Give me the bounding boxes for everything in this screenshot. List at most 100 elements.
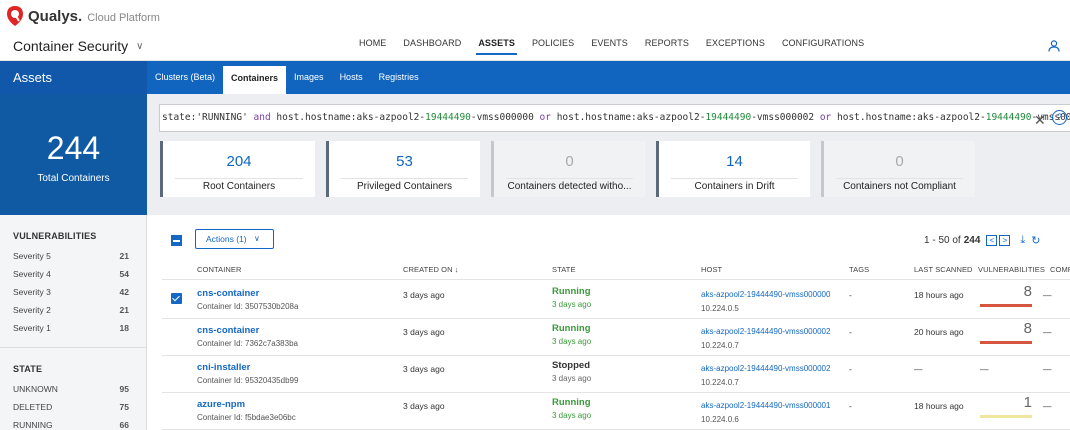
state-badge: Running: [552, 397, 591, 408]
vulnerability-bar: [980, 304, 1032, 307]
severity-filter-item[interactable]: Severity 1 18: [0, 323, 146, 341]
host-ip: 10.224.0.6: [701, 415, 739, 424]
created-on: 3 days ago: [403, 364, 445, 374]
table-row[interactable]: cni-installer Container Id: 95320435db99 3…: [147, 355, 1070, 392]
tab-images[interactable]: Images: [294, 72, 324, 82]
vulnerability-count[interactable]: 8: [980, 283, 1032, 307]
col-header-tags[interactable]: TAGS: [849, 265, 870, 274]
nav-exceptions[interactable]: EXCEPTIONS: [705, 38, 765, 48]
query-token: state:'RUNNING': [162, 112, 254, 123]
col-header-vulnerabilities[interactable]: VULNERABILITIES: [978, 265, 1045, 274]
search-input[interactable]: state:'RUNNING' and host.hostname:aks-az…: [159, 104, 1070, 132]
summary-card[interactable]: 0 Containers not Compliant: [821, 141, 975, 197]
vulnerability-bar: [980, 341, 1032, 344]
tab-hosts[interactable]: Hosts: [339, 72, 363, 82]
state-filter-count: 75: [119, 402, 129, 412]
nav-events[interactable]: EVENTS: [591, 38, 628, 48]
card-count: 204: [226, 153, 252, 170]
col-header-created[interactable]: CREATED ON ↓: [403, 265, 459, 274]
nav-configurations[interactable]: CONFIGURATIONS: [781, 38, 865, 48]
severity-filter-item[interactable]: Severity 4 54: [0, 269, 146, 287]
table-row[interactable]: cns-container Container Id: 7362c7a383ba 3…: [147, 318, 1070, 355]
main-content: state:'RUNNING' and host.hostname:aks-az…: [147, 94, 1070, 430]
summary-card[interactable]: 0 Containers detected witho...: [491, 141, 645, 197]
table-row[interactable]: azure-npm Container Id: f5bdae3e06bc 3 day…: [147, 392, 1070, 429]
row-checkbox[interactable]: [171, 330, 182, 341]
query-token: 19444490: [425, 112, 471, 123]
query-token: or: [819, 112, 832, 123]
col-header-compliance[interactable]: COMPL: [1050, 265, 1070, 274]
col-header-state[interactable]: STATE: [552, 265, 576, 274]
total-count: 244: [46, 130, 101, 166]
help-icon[interactable]: ?: [1052, 110, 1067, 125]
clear-search-icon[interactable]: ✕: [1034, 112, 1046, 128]
nav-dashboard[interactable]: DASHBOARD: [403, 38, 462, 48]
summary-card[interactable]: 14 Containers in Drift: [656, 141, 810, 197]
prev-page-button[interactable]: <: [986, 235, 998, 246]
state-filter-label: DELETED: [13, 402, 53, 412]
chevron-down-icon: ∨: [136, 40, 144, 52]
severity-filter-label: Severity 2: [13, 305, 51, 315]
severity-filter-count: 54: [119, 269, 129, 279]
container-name-link[interactable]: azure-npm: [197, 399, 246, 410]
asset-tabs: Clusters (Beta) Containers Images Hosts Regi…: [147, 61, 427, 94]
nav-home[interactable]: HOME: [359, 38, 387, 48]
col-header-host[interactable]: HOST: [701, 265, 723, 274]
select-all-checkbox[interactable]: [171, 235, 182, 246]
vulnerability-count[interactable]: 8: [980, 320, 1032, 344]
card-label: Privileged Containers: [356, 181, 453, 192]
nav-assets[interactable]: ASSETS: [476, 38, 517, 56]
summary-card[interactable]: 53 Privileged Containers: [326, 141, 480, 197]
actions-label: Actions (1): [206, 234, 247, 244]
download-icon[interactable]: ⤓: [1020, 234, 1026, 246]
severity-filter-label: Severity 1: [13, 323, 51, 333]
host-link[interactable]: aks-azpool2-19444490-vmss000000: [701, 290, 831, 299]
tab-containers[interactable]: Containers: [223, 66, 287, 94]
nav-reports[interactable]: REPORTS: [644, 38, 689, 48]
state-filter-item[interactable]: DELETED 75: [0, 402, 146, 420]
table-row[interactable]: cns-container Container Id: 3507530b208a 3…: [147, 281, 1070, 318]
state-time: 3 days ago: [552, 300, 592, 309]
vulnerability-count[interactable]: 1: [980, 394, 1032, 418]
col-header-container[interactable]: CONTAINER: [197, 265, 242, 274]
summary-card[interactable]: 204 Root Containers: [160, 141, 315, 197]
severity-filter-item[interactable]: Severity 5 21: [0, 251, 146, 269]
compliance-value: —: [1043, 364, 1052, 374]
severity-filter-item[interactable]: Severity 3 42: [0, 287, 146, 305]
container-name-link[interactable]: cni-installer: [197, 362, 251, 373]
row-checkbox[interactable]: [171, 293, 182, 304]
refresh-icon[interactable]: ↻: [1031, 235, 1041, 247]
query-token: 19444490: [985, 112, 1032, 123]
state-filter-list: UNKNOWN 95 DELETED 75 RUNNING 66: [0, 384, 146, 430]
tags-value: -: [849, 401, 852, 411]
row-checkbox[interactable]: [171, 404, 182, 415]
card-count: 53: [396, 153, 413, 170]
container-name-link[interactable]: cns-container: [197, 325, 260, 336]
tags-value: -: [849, 327, 852, 337]
severity-filter-count: 21: [119, 251, 129, 261]
user-icon[interactable]: [1048, 40, 1060, 52]
row-checkbox[interactable]: [171, 367, 182, 378]
state-filter-item[interactable]: RUNNING 66: [0, 420, 146, 430]
host-link[interactable]: aks-azpool2-19444490-vmss000002: [701, 364, 831, 373]
next-page-button[interactable]: >: [999, 235, 1011, 246]
host-link[interactable]: aks-azpool2-19444490-vmss000001: [701, 401, 831, 410]
nav-policies[interactable]: POLICIES: [531, 38, 575, 48]
col-header-last-scanned[interactable]: LAST SCANNED: [914, 265, 973, 274]
tab-clusters-beta[interactable]: Clusters (Beta): [155, 72, 216, 82]
state-filter-item[interactable]: UNKNOWN 95: [0, 384, 146, 402]
compliance-value: —: [1043, 401, 1052, 411]
qualys-logo[interactable]: Qualys. Cloud Platform: [6, 6, 160, 26]
divider: [162, 355, 1070, 356]
container-name-link[interactable]: cns-container: [197, 288, 260, 299]
host-link[interactable]: aks-azpool2-19444490-vmss000002: [701, 327, 831, 336]
module-switcher[interactable]: Container Security ∨: [13, 38, 144, 54]
divider: [162, 279, 1070, 280]
tab-registries[interactable]: Registries: [378, 72, 419, 82]
severity-filter-item[interactable]: Severity 2 21: [0, 305, 146, 323]
last-scanned: 18 hours ago: [914, 290, 964, 300]
actions-dropdown[interactable]: Actions (1) ∨: [195, 229, 274, 249]
query-token: or: [539, 112, 551, 123]
pager-range: 1 - 50 of: [924, 235, 961, 246]
last-scanned: 20 hours ago: [914, 327, 964, 337]
